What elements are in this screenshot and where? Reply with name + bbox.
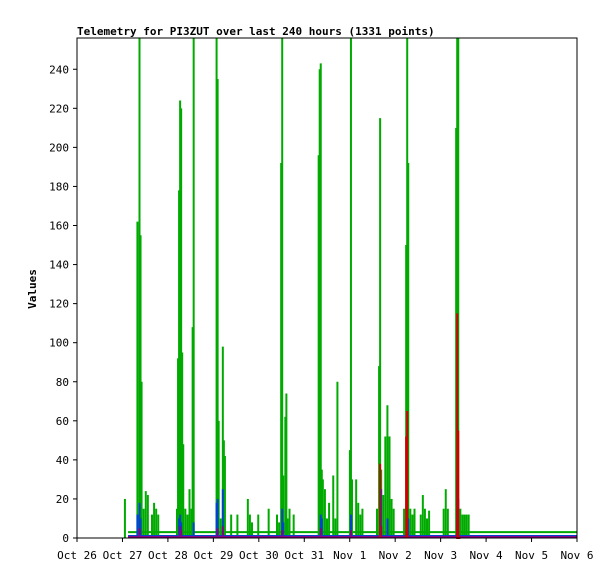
x-tick-label: Nov 2: [379, 549, 412, 562]
y-tick-label: 60: [56, 415, 69, 428]
x-tick-label: Oct 28: [148, 549, 188, 562]
x-tick-label: Nov 6: [560, 549, 593, 562]
x-tick-label: Oct 30: [239, 549, 279, 562]
y-tick-label: 120: [49, 298, 69, 311]
y-axis-ticks: 0 20 40 60 80 100 120 140 160 180 200 220 240: [49, 63, 77, 545]
y-tick-label: 40: [56, 454, 69, 467]
y-tick-label: 240: [49, 63, 69, 76]
y-tick-label: 220: [49, 102, 69, 115]
chart-title: Telemetry for PI3ZUT over last 240 hours…: [77, 25, 435, 38]
series-2: [128, 522, 577, 539]
y-tick-label: 20: [56, 493, 69, 506]
series-0: [123, 38, 577, 538]
y-tick-label: 100: [49, 337, 69, 350]
y-tick-label: 180: [49, 180, 69, 193]
x-tick-label: Oct 27: [103, 549, 143, 562]
x-tick-label: Oct 26: [57, 549, 97, 562]
series-3: [379, 313, 461, 539]
y-tick-label: 140: [49, 259, 69, 272]
plot-frame: [76, 37, 578, 539]
y-tick-label: 80: [56, 376, 69, 389]
x-tick-label: Nov 1: [333, 549, 366, 562]
y-tick-label: 0: [62, 532, 69, 545]
x-tick-label: Nov 3: [424, 549, 457, 562]
x-tick-label: Nov 4: [470, 549, 503, 562]
x-axis-ticks: Oct 26 Oct 27 Oct 28 Oct 29 Oct 30 Oct 31 Nov …: [57, 538, 594, 562]
x-tick-label: Oct 31: [284, 549, 324, 562]
y-tick-label: 160: [49, 220, 69, 233]
x-tick-label: Nov 5: [515, 549, 548, 562]
y-axis-label: Values: [26, 269, 39, 309]
x-tick-label: Oct 29: [193, 549, 233, 562]
y-tick-label: 200: [49, 141, 69, 154]
series-layer: [123, 38, 577, 539]
